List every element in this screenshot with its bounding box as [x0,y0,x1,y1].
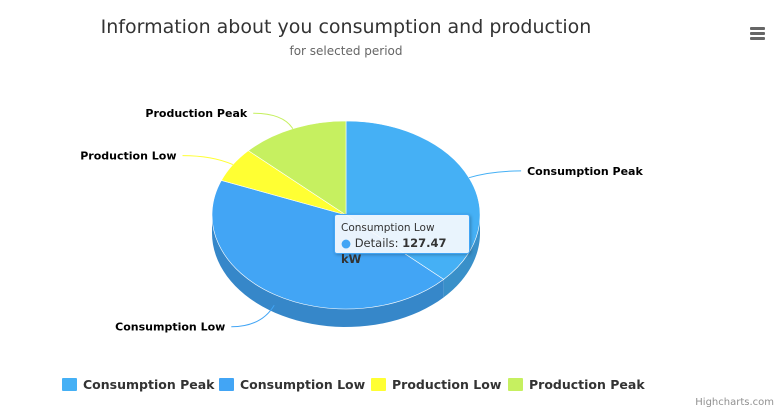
data-label: Consumption Peak [527,165,643,178]
legend-label: Consumption Low [240,376,366,392]
menu-bar [750,27,765,30]
data-label-connector [468,170,522,179]
legend-item[interactable]: Production Low [371,374,501,394]
legend-item[interactable]: Production Peak [508,374,645,394]
data-label: Production Peak [145,107,247,120]
data-label: Production Low [80,150,176,163]
legend-swatch [371,377,386,391]
data-label-connector [253,112,294,129]
tooltip: Consumption Low ● Details: 127.47 kW [334,214,470,266]
chart-title: Information about you consumption and pr… [100,16,592,38]
pie-slice[interactable] [211,180,445,310]
data-label-connector [182,155,234,166]
menu-bar [750,37,765,40]
legend-swatch [62,377,77,391]
pie-slice-side [212,215,444,327]
chart-subtitle: for selected period [289,44,403,58]
data-label-connector [231,304,275,328]
pie-slice-side [443,215,480,298]
legend-swatch [219,377,234,391]
legend-label: Production Peak [529,376,645,392]
legend-item[interactable]: Consumption Low [219,374,365,394]
tooltip-title: Consumption Low [341,222,435,234]
legend: Consumption Peak Consumption Low Productio… [0,374,782,396]
tooltip-point-label: Details: [354,236,399,250]
tooltip-point-value: 127.47 kW [341,236,447,266]
legend-item[interactable]: Consumption Peak [62,374,214,394]
hamburger-menu-icon[interactable] [748,24,768,42]
data-label: Consumption Low [115,321,225,334]
legend-label: Consumption Peak [83,376,215,392]
legend-swatch [508,377,523,391]
tooltip-dot-icon: ● [341,236,352,250]
pie-slice[interactable] [247,120,347,216]
credits-link[interactable]: Highcharts.com [695,397,774,408]
legend-label: Production Low [392,376,502,392]
menu-bar [750,32,765,35]
tooltip-row: ● Details: 127.47 kW [341,235,463,267]
